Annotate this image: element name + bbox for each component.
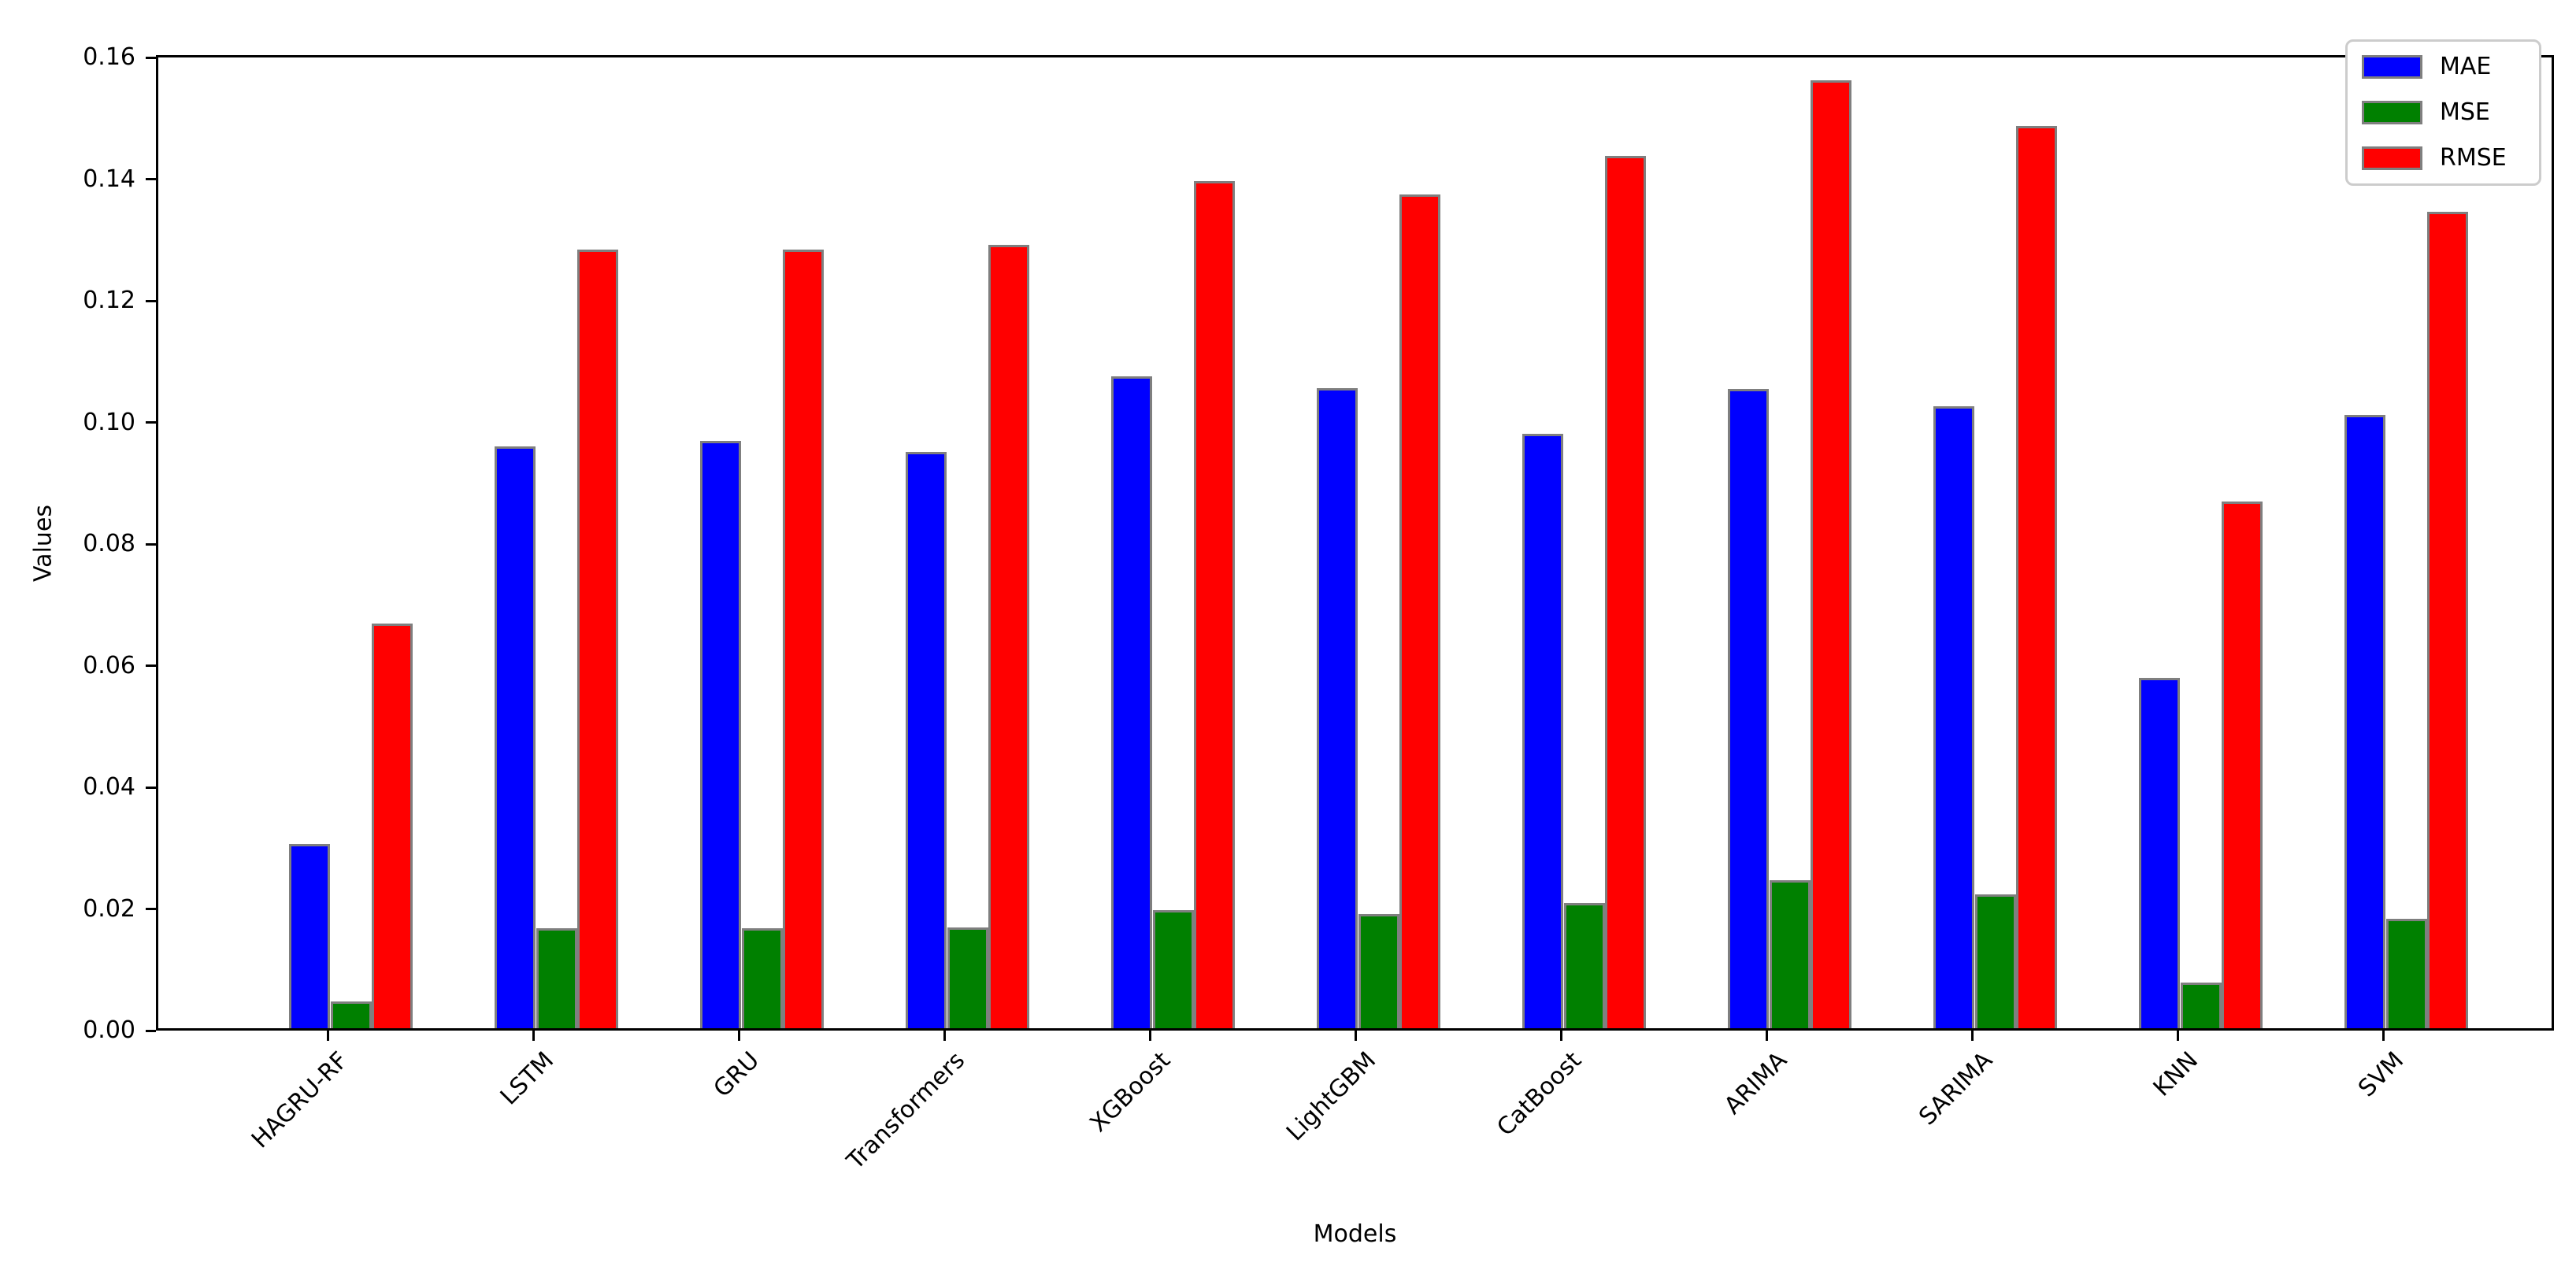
bar-rmse-knn [2221,502,2263,1028]
bar-mse-sarima [1974,894,2016,1028]
bar-mae-svm [2344,415,2386,1028]
x-tick-mark [1766,1031,1768,1041]
x-tick-mark [532,1031,535,1041]
x-tick-mark [1971,1031,1974,1041]
y-tick-label: 0.04 [83,773,135,801]
bar-mse-transformers [947,927,988,1028]
bar-rmse-sarima [2015,126,2057,1028]
bar-mse-catboost [1563,902,1605,1028]
x-tick-mark [2382,1031,2385,1041]
legend-item-rmse: RMSE [2362,146,2525,171]
mse-swatch-icon [2362,101,2422,124]
bar-rmse-transformers [988,245,1029,1028]
bar-mse-hagru-rf [330,1001,372,1028]
y-tick-mark [146,786,156,789]
legend-label: RMSE [2440,144,2507,172]
y-tick-label: 0.16 [83,43,135,72]
y-tick-mark [146,178,156,181]
x-axis-title: Models [1313,1220,1397,1248]
bar-mae-lstm [495,446,536,1028]
x-tick-mark [1149,1031,1151,1041]
bar-mse-knn [2180,983,2222,1028]
bar-rmse-hagru-rf [371,624,413,1028]
legend-label: MSE [2440,98,2490,126]
y-tick-label: 0.14 [83,165,135,193]
bar-mae-catboost [1522,434,1564,1028]
bar-mse-lstm [536,928,577,1028]
bar-mse-svm [2385,918,2427,1028]
legend: MAE MSE RMSE [2345,39,2541,186]
y-tick-mark [146,56,156,59]
y-tick-mark [146,299,156,302]
bar-rmse-catboost [1604,155,1646,1028]
y-tick-label: 0.06 [83,651,135,679]
y-tick-mark [146,664,156,668]
x-tick-mark [2177,1031,2179,1041]
y-tick-label: 0.10 [83,408,135,436]
bar-rmse-arima [1810,80,1851,1028]
y-tick-label: 0.08 [83,530,135,558]
bar-mae-arima [1728,389,1770,1028]
legend-label: MAE [2440,53,2492,80]
bar-mae-lightgbm [1317,387,1358,1028]
x-tick-mark [738,1031,740,1041]
bar-rmse-svm [2426,212,2468,1028]
bar-rmse-gru [782,249,824,1028]
bar-mse-lightgbm [1358,913,1399,1028]
bar-rmse-lightgbm [1399,194,1440,1028]
rmse-swatch-icon [2362,146,2422,170]
y-tick-mark [146,542,156,546]
y-tick-mark [146,1029,156,1032]
bar-mse-arima [1769,880,1811,1028]
y-axis-title: Values [29,504,57,583]
legend-item-mae: MAE [2362,54,2525,80]
bar-mae-gru [700,440,742,1028]
bar-rmse-lstm [576,249,618,1028]
y-tick-label: 0.02 [83,894,135,923]
bar-mae-xgboost [1111,376,1153,1028]
x-tick-mark [1355,1031,1357,1041]
y-tick-mark [146,421,156,424]
x-tick-mark [327,1031,329,1041]
bar-mae-sarima [1933,405,1975,1028]
bar-mae-hagru-rf [289,843,331,1028]
bar-rmse-xgboost [1193,181,1235,1028]
mae-swatch-icon [2362,55,2422,79]
legend-item-mse: MSE [2362,100,2525,125]
bar-mse-xgboost [1152,910,1194,1028]
bar-mae-knn [2139,678,2181,1028]
x-tick-mark [943,1031,946,1041]
y-tick-label: 0.12 [83,287,135,315]
bar-mae-transformers [906,451,947,1028]
plot-area [156,55,2554,1031]
y-tick-mark [146,908,156,910]
y-tick-label: 0.00 [83,1016,135,1044]
bar-mse-gru [741,928,783,1028]
x-tick-mark [1560,1031,1562,1041]
